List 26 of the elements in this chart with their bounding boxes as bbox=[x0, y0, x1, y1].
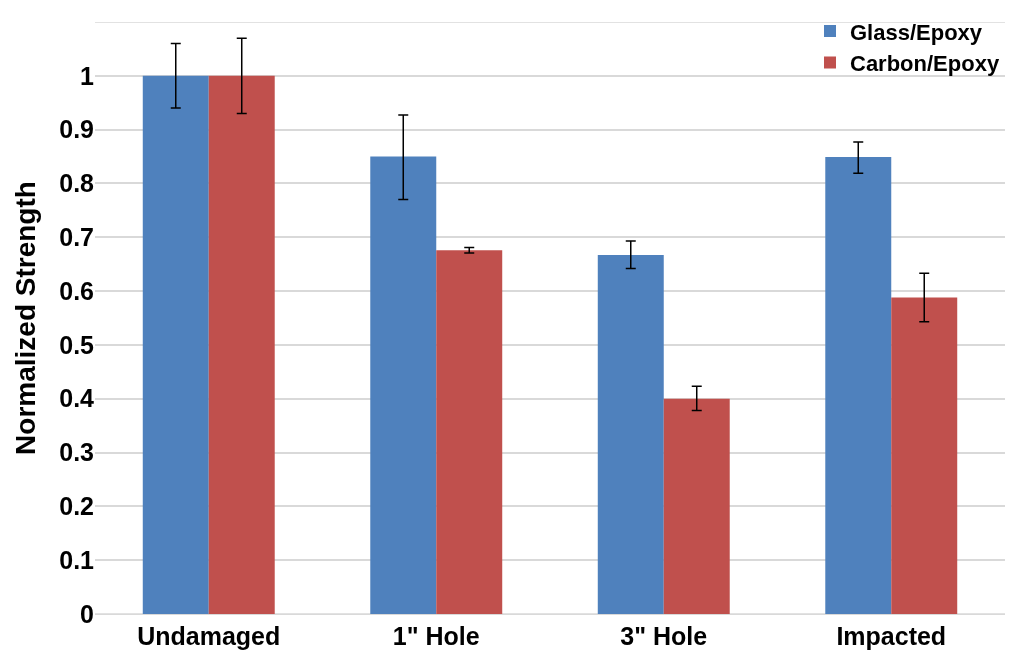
legend-label: Glass/Epoxy bbox=[850, 19, 983, 45]
y-tick-label: 0.1 bbox=[59, 545, 95, 574]
bar bbox=[597, 255, 664, 614]
y-tick-label: 0.9 bbox=[59, 115, 94, 144]
x-tick-label: Undamaged bbox=[137, 622, 281, 650]
y-tick-label: 0 bbox=[80, 599, 94, 628]
x-tick-label: 1" Hole bbox=[392, 622, 480, 650]
bar bbox=[891, 297, 958, 614]
y-tick-label: 0.3 bbox=[59, 438, 94, 467]
y-tick-label: 1 bbox=[80, 61, 95, 90]
bar bbox=[142, 75, 209, 614]
x-tick-label: Impacted bbox=[836, 622, 947, 650]
bar bbox=[208, 75, 275, 614]
y-tick-label: 0.2 bbox=[59, 492, 94, 521]
legend-label: Carbon/Epoxy bbox=[850, 51, 1000, 77]
bar bbox=[436, 250, 503, 614]
y-tick-label: 0.8 bbox=[59, 169, 95, 198]
bar bbox=[663, 398, 730, 614]
x-tick-label: 3" Hole bbox=[620, 622, 708, 650]
bar bbox=[370, 156, 437, 614]
y-tick-label: 0.5 bbox=[59, 330, 95, 359]
bar bbox=[825, 157, 892, 614]
y-tick-label: 0.6 bbox=[59, 276, 94, 305]
y-tick-label: 0.7 bbox=[59, 223, 94, 252]
y-axis-title: Normalized Strength bbox=[9, 181, 41, 455]
y-tick-label: 0.4 bbox=[59, 384, 95, 413]
